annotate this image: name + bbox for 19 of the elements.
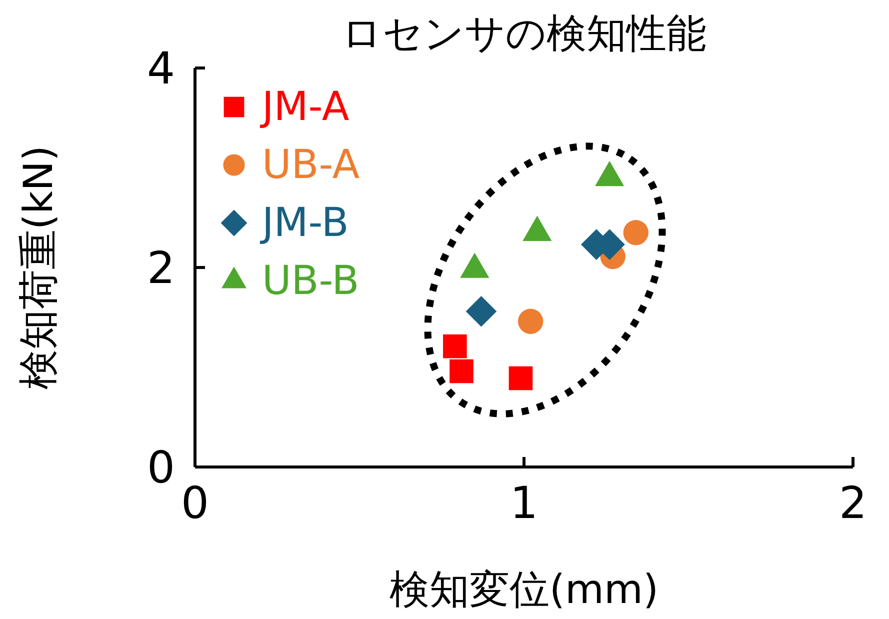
point — [450, 359, 474, 384]
point — [443, 334, 467, 358]
legend-label: JM-B — [262, 199, 349, 248]
legend-label: UB-A — [262, 141, 360, 190]
y-tick-label: 0 — [147, 442, 175, 494]
x-tick-label: 2 — [839, 478, 867, 530]
x-tick-label: 0 — [181, 478, 209, 530]
point — [508, 366, 533, 390]
point — [623, 220, 648, 246]
point — [518, 308, 544, 334]
legend-label: UB-B — [262, 257, 360, 306]
x-tick-label: 1 — [510, 478, 538, 530]
point — [466, 296, 497, 327]
y-tick-label: 2 — [147, 243, 175, 294]
x-axis-title: 検知変位(mm) — [389, 567, 659, 613]
chart-title: ロセンサの検知性能 — [340, 10, 708, 59]
y-axis-title: 検知荷重(kN) — [16, 145, 62, 390]
legend-label: JM-A — [262, 83, 350, 132]
y-tick-label: 4 — [147, 44, 175, 95]
